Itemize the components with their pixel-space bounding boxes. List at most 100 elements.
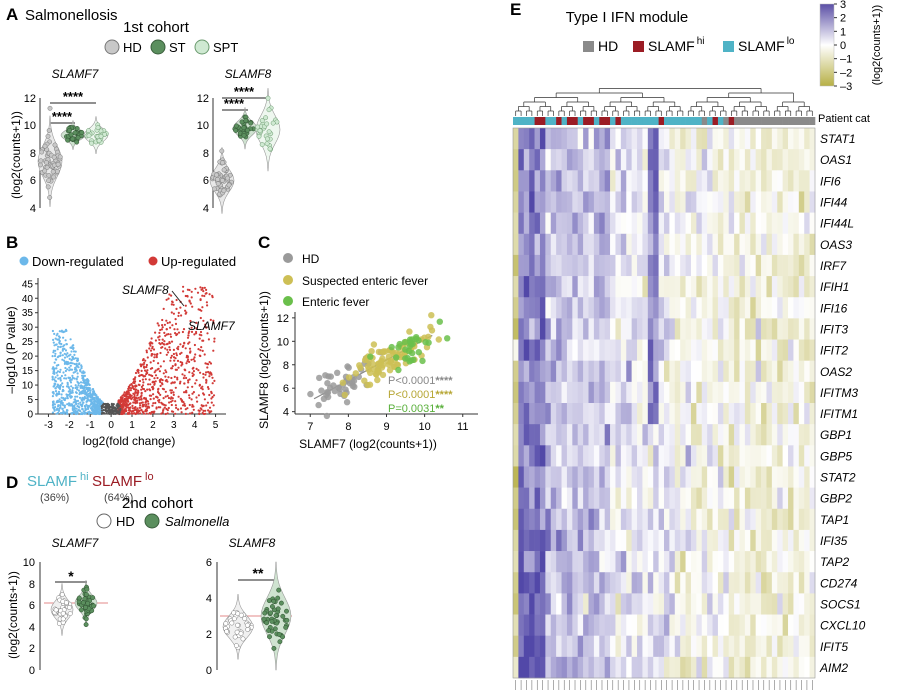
up-point	[195, 367, 198, 370]
up-point	[195, 396, 198, 399]
sef-point	[427, 323, 434, 331]
heatmap-cell	[744, 149, 751, 171]
heatmap-cell	[685, 614, 692, 636]
heatmap-cell	[583, 551, 589, 573]
category-cell	[620, 117, 627, 125]
heatmap-cell	[588, 381, 595, 404]
data-point	[221, 167, 227, 173]
data-point	[225, 175, 230, 181]
heatmap-cell	[631, 487, 638, 510]
heatmap-cell	[588, 487, 595, 510]
up-point	[188, 299, 191, 302]
tick-label: 0	[206, 665, 212, 677]
down-point	[76, 357, 79, 360]
up-point	[170, 382, 173, 385]
heatmap-cell	[707, 149, 713, 171]
heatmap-cell	[518, 529, 525, 552]
tick-label: 12	[277, 313, 289, 325]
heatmap-cell	[734, 487, 740, 510]
up-point	[169, 400, 173, 403]
up-point	[174, 332, 177, 335]
heatmap-cell	[788, 445, 794, 467]
heatmap-cell	[556, 487, 562, 510]
data-point	[264, 136, 270, 142]
heatmap-cell	[658, 254, 665, 277]
heatmap-cell	[793, 508, 800, 531]
down-point	[59, 379, 62, 382]
heatmap-cell	[728, 170, 735, 192]
up-point	[191, 411, 194, 414]
heatmap-cell	[513, 191, 519, 213]
gene-label: IRF7	[820, 259, 847, 273]
data-point	[229, 620, 235, 626]
tick-label: –2	[840, 67, 852, 79]
heatmap-cell	[744, 360, 751, 383]
heatmap-cell	[545, 339, 552, 361]
category-cell	[642, 117, 649, 125]
up-point	[161, 379, 164, 382]
heatmap-cell	[680, 381, 686, 404]
heatmap-cell	[804, 254, 810, 277]
up-point	[185, 362, 188, 365]
down-point	[56, 407, 59, 410]
heatmap-cell	[701, 360, 708, 383]
heatmap-cell	[631, 149, 638, 171]
up-point	[207, 387, 210, 390]
heatmap-cell	[701, 593, 708, 615]
heatmap-cell	[550, 318, 557, 340]
heatmap-cell	[793, 170, 800, 192]
heatmap-cell	[647, 445, 654, 467]
down-point	[71, 408, 74, 411]
heatmap-cell	[550, 360, 557, 383]
up-point	[168, 348, 172, 351]
heatmap-cell	[669, 191, 676, 213]
heatmap-cell	[658, 656, 665, 679]
heatmap-cell	[561, 128, 568, 150]
down-point	[87, 381, 90, 384]
heatmap-cell	[701, 656, 708, 679]
heatmap-cell	[529, 529, 535, 552]
heatmap-cell	[766, 529, 773, 552]
heatmap-cell	[750, 466, 756, 488]
heatmap-cell	[734, 149, 740, 171]
down-point	[57, 345, 60, 348]
up-point	[174, 386, 177, 389]
down-point	[55, 401, 58, 404]
heatmap-cell	[534, 403, 541, 425]
category-cell	[793, 117, 800, 125]
heatmap-cell	[804, 614, 810, 636]
up-point	[184, 304, 187, 307]
heatmap-cell	[566, 254, 573, 277]
up-point	[152, 380, 155, 383]
heatmap-cell	[653, 318, 659, 340]
heatmap-cell	[755, 424, 762, 446]
heatmap-cell	[637, 297, 643, 319]
heatmap-cell	[631, 508, 638, 531]
heatmap-cell	[637, 276, 643, 298]
down-point	[67, 402, 71, 405]
up-point	[125, 398, 128, 401]
legend-slamf-lo-label: SLAMF lo	[738, 36, 795, 54]
heatmap-cell	[604, 529, 611, 552]
heatmap-cell	[593, 297, 600, 319]
heatmap-cell	[566, 572, 573, 594]
heatmap-cell	[674, 318, 681, 340]
heatmap-cell	[534, 424, 541, 446]
up-point	[144, 401, 147, 404]
heatmap-cell	[529, 276, 535, 298]
heatmap-cell	[631, 318, 638, 340]
heatmap-cell	[556, 424, 562, 446]
down-point	[90, 399, 93, 402]
category-cell	[777, 117, 783, 125]
up-point	[151, 367, 154, 370]
heatmap-cell	[761, 635, 767, 658]
heatmap-cell	[658, 572, 665, 594]
up-point	[136, 399, 139, 402]
heatmap-cell	[804, 551, 810, 573]
down-point	[63, 377, 66, 380]
up-point	[187, 334, 190, 337]
heatmap-cell	[707, 593, 713, 615]
category-cell	[577, 117, 584, 125]
heatmap-cell	[620, 445, 627, 467]
up-point	[206, 332, 209, 335]
